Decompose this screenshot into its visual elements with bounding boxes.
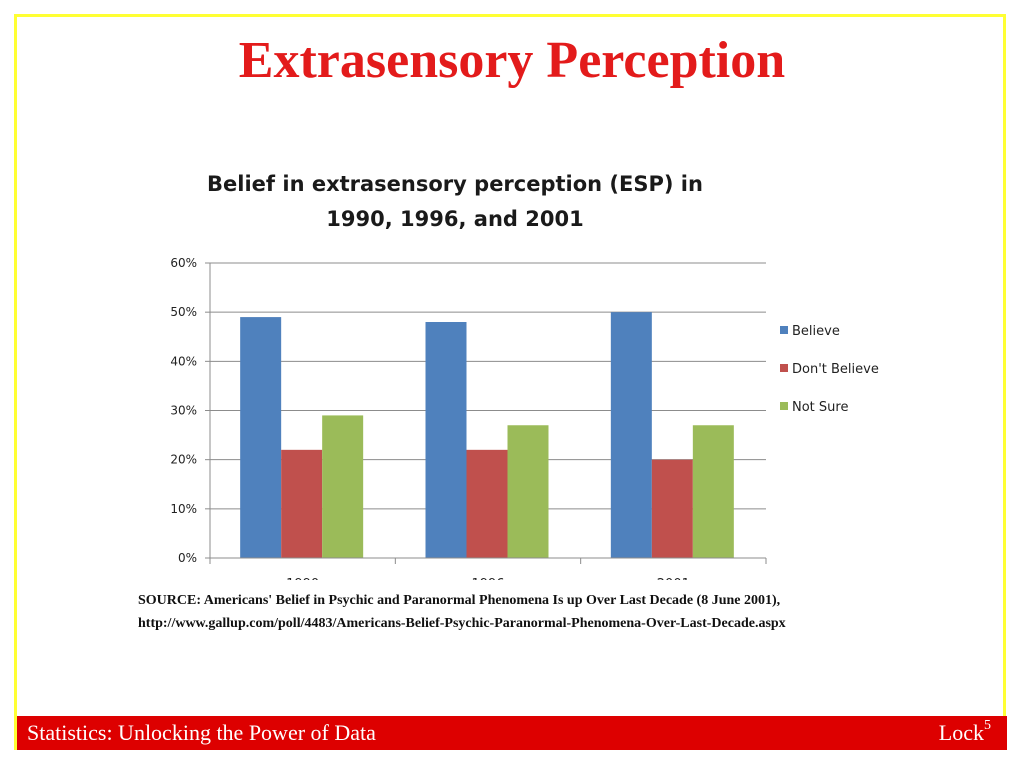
slide-title: Extrasensory Perception [238, 32, 786, 89]
bar-believe-1996 [425, 322, 467, 558]
footer-edition: 5 [984, 718, 991, 733]
bars [240, 312, 734, 558]
legend: Believe Don't Believe Not Sure [780, 324, 879, 415]
bar-don-t-believe-1996 [466, 449, 508, 558]
legend-label-believe: Believe [792, 324, 840, 339]
footer-author-name: Lock [938, 720, 984, 745]
chart-title-line1: Belief in extrasensory perception (ESP) … [207, 172, 703, 196]
y-tick-label: 20% [170, 453, 197, 467]
y-tick-label: 40% [170, 354, 197, 368]
y-tick-label: 30% [170, 404, 197, 418]
footer-bar: Statistics: Unlocking the Power of Data … [17, 716, 1007, 750]
source-citation: SOURCE: Americans' Belief in Psychic and… [138, 593, 781, 608]
footer-book-title: Statistics: Unlocking the Power of Data [27, 720, 376, 745]
y-tick-label: 0% [178, 551, 197, 565]
bar-believe-2001 [610, 312, 652, 558]
esp-bar-chart: Belief in extrasensory perception (ESP) … [170, 172, 879, 580]
x-tick-label: 1996 [471, 577, 504, 580]
bar-not-sure-2001 [692, 425, 734, 558]
legend-swatch-don-t-believe [780, 364, 788, 372]
legend-swatch-believe [780, 326, 788, 334]
legend-label-not-sure: Not Sure [792, 400, 848, 415]
axes: 0% 10% 20% 30% 40% 50% 60% 1990 1996 2001 [170, 256, 767, 580]
bar-believe-1990 [240, 317, 282, 558]
footer-author: Lock5 [938, 718, 991, 746]
bar-not-sure-1990 [322, 415, 364, 558]
x-tick-label: 2001 [657, 577, 690, 580]
y-tick-label: 60% [170, 256, 197, 270]
source-url: http://www.gallup.com/poll/4483/American… [138, 616, 786, 631]
x-tick-label: 1990 [286, 577, 319, 580]
y-tick-label: 50% [170, 305, 197, 319]
bar-don-t-believe-1990 [281, 449, 323, 558]
y-tick-label: 10% [170, 502, 197, 516]
bar-not-sure-1996 [507, 425, 549, 558]
slide-frame [14, 14, 1006, 750]
bar-don-t-believe-2001 [651, 459, 693, 558]
legend-label-don-t-believe: Don't Believe [792, 362, 879, 377]
chart-title-line2: 1990, 1996, and 2001 [326, 207, 583, 231]
legend-swatch-not-sure [780, 402, 788, 410]
